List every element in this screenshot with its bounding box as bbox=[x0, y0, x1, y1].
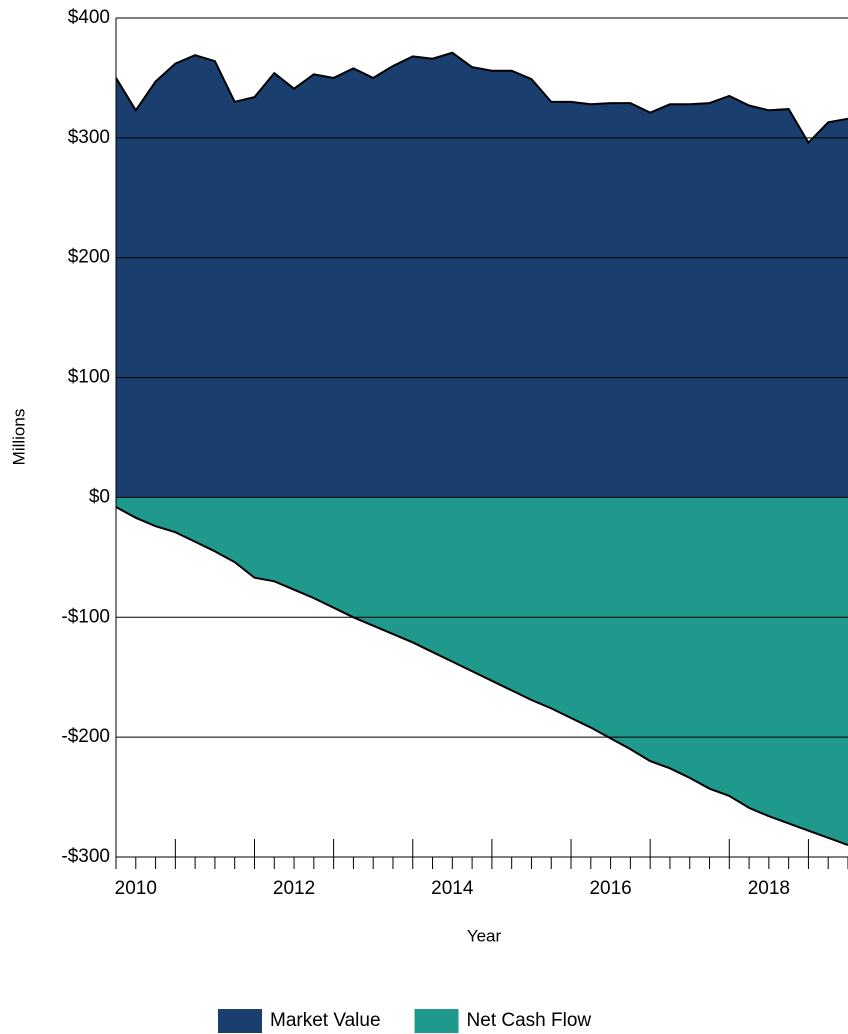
y-tick-label: -$300 bbox=[61, 846, 110, 867]
y-tick-label: $100 bbox=[68, 367, 110, 388]
area-outline bbox=[115, 51, 848, 145]
x-tick-label: 2016 bbox=[589, 878, 631, 899]
legend-swatch bbox=[218, 1009, 262, 1033]
y-axis-label: Millions bbox=[9, 409, 28, 466]
x-tick-label: 2014 bbox=[431, 878, 474, 899]
y-tick-label: $400 bbox=[68, 7, 110, 28]
area bbox=[116, 497, 848, 846]
y-tick-label: $300 bbox=[68, 127, 110, 148]
y-tick-label: -$200 bbox=[61, 726, 110, 747]
legend-swatch bbox=[414, 1009, 459, 1033]
x-tick-label: 2010 bbox=[115, 878, 157, 899]
area bbox=[116, 52, 848, 498]
area-outline bbox=[115, 506, 848, 846]
legend-label: Net Cash Flow bbox=[467, 1010, 592, 1031]
x-axis-label: Year bbox=[467, 926, 502, 945]
y-tick-label: $200 bbox=[68, 247, 110, 268]
x-tick-label: 2012 bbox=[273, 878, 315, 899]
y-tick-label: $0 bbox=[89, 486, 110, 507]
legend-label: Market Value bbox=[270, 1010, 381, 1031]
y-tick-label: -$100 bbox=[61, 606, 110, 627]
x-tick-label: 2018 bbox=[748, 878, 790, 899]
